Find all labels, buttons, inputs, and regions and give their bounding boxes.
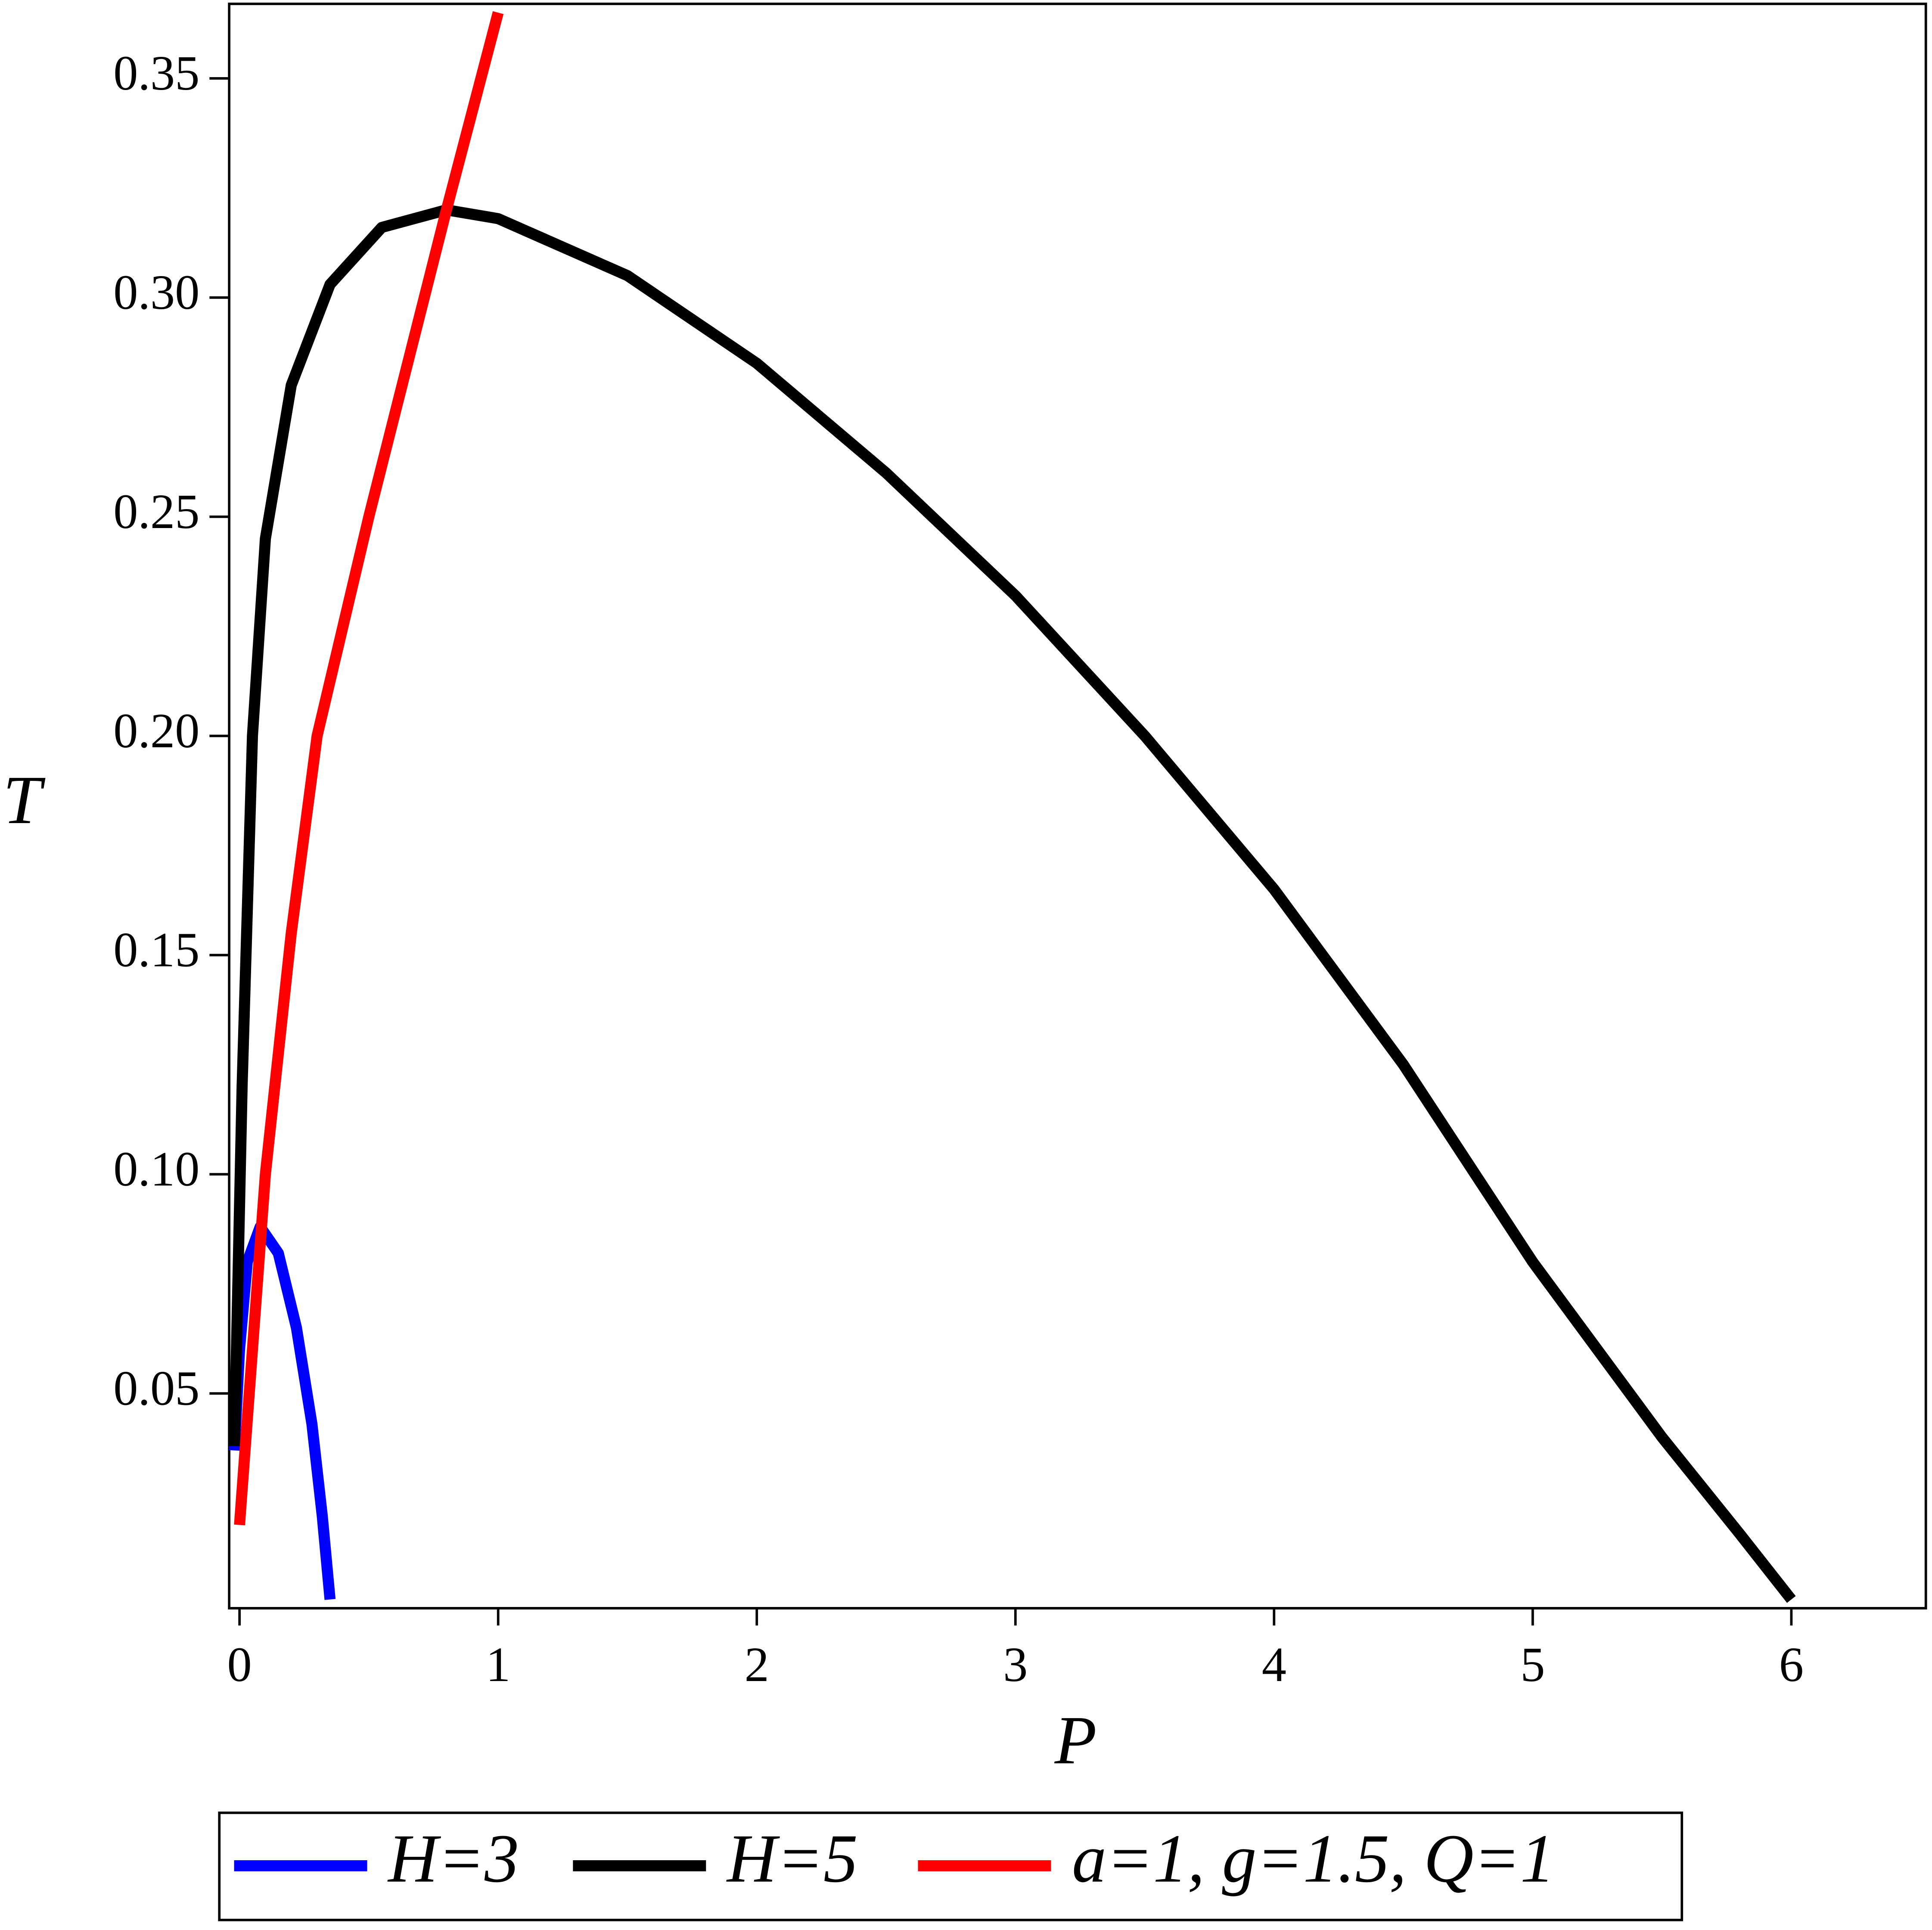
plot-frame [228,3,1927,1610]
x-tick-label: 2 [745,1637,769,1692]
x-tick-label: 5 [1520,1637,1545,1692]
x-tick-label: 3 [1003,1637,1028,1692]
y-tick-label: 0.25 [113,484,199,539]
legend-label: a=1, g=1.5, Q=1 [1072,1820,1555,1897]
x-tick-label: 6 [1779,1637,1804,1692]
y-tick-label: 0.30 [113,265,199,320]
legend-label: H=3 [387,1820,519,1897]
series-line [234,11,504,1526]
y-tick-label: 0.10 [113,1142,199,1197]
legend-label: H=5 [726,1820,858,1897]
legend-box [218,1811,1684,1921]
y-tick-label: 0.05 [113,1361,199,1415]
y-axis-label: T [3,761,46,838]
x-tick-label: 1 [486,1637,510,1692]
y-tick-label: 0.15 [113,923,199,977]
x-axis-label: P [1054,1702,1097,1778]
y-tick-label: 0.20 [113,703,199,758]
series-line [229,204,1796,1603]
x-tick-label: 4 [1262,1637,1286,1692]
x-tick-label: 0 [227,1637,252,1692]
y-tick-label: 0.35 [113,46,199,100]
